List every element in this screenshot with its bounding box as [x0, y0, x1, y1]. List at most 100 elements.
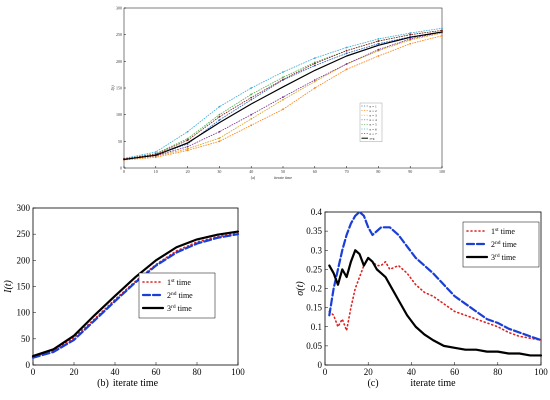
- legend-entry: avg: [370, 137, 375, 141]
- series-point: [313, 80, 316, 83]
- legend-box: [359, 102, 383, 142]
- series-point: [218, 137, 221, 140]
- legend-entry: n = 4: [370, 118, 377, 122]
- legend-entry: n = 2: [370, 109, 377, 113]
- series-point: [186, 130, 189, 133]
- series-point: [186, 145, 189, 148]
- y-tick-label: 300: [116, 6, 122, 11]
- x-tick-label: 40: [407, 367, 417, 377]
- x-tick-label: 80: [493, 367, 503, 377]
- legend-entry: 3rd time: [167, 304, 192, 313]
- y-tick-label: 50: [21, 334, 31, 344]
- chart-panel-b: 0 20 40 60 80 100 0 50 100 150 200 250 300 iterate ti…: [3, 203, 245, 389]
- series-point: [282, 71, 284, 73]
- series-point: [282, 108, 284, 111]
- y-tick-label: 0: [318, 360, 323, 370]
- series-point: [218, 115, 221, 118]
- x-axis-label: iterate time: [410, 378, 456, 389]
- series-point: [377, 38, 380, 40]
- x-tick-label: 0: [323, 367, 328, 377]
- y-tick-label: 50: [118, 139, 122, 144]
- series-point: [441, 27, 443, 30]
- x-tick-label: 0: [31, 367, 36, 377]
- legend-entry: n = 6: [370, 127, 377, 131]
- x-tick-label: 80: [193, 367, 203, 377]
- series-point: [313, 64, 316, 67]
- series-point: [186, 147, 189, 150]
- x-tick-label: 20: [186, 169, 190, 174]
- series-point: [409, 38, 412, 40]
- x-tick-label: 100: [534, 367, 548, 377]
- series-line: [123, 31, 443, 160]
- x-tick-label: 50: [281, 169, 285, 174]
- series-point: [218, 113, 221, 116]
- y-tick-label: 0.2: [311, 284, 322, 294]
- y-tick-label: 250: [116, 32, 122, 37]
- series-point: [186, 137, 189, 140]
- y-tick-label: 100: [17, 308, 31, 318]
- series-point: [345, 49, 348, 52]
- series-point: [282, 98, 284, 101]
- y-tick-label: 0.3: [311, 245, 323, 255]
- series-point: [282, 96, 284, 98]
- series-point: [441, 34, 443, 37]
- panel-label: (c): [367, 378, 378, 389]
- series-point: [218, 130, 221, 133]
- series-point: [282, 76, 284, 79]
- x-tick-label: 30: [217, 169, 221, 174]
- y-axis-label: σ(t): [295, 281, 306, 296]
- legend-box: [462, 221, 540, 268]
- series-point: [313, 87, 316, 89]
- series-point: [377, 48, 380, 51]
- x-tick-label: 40: [249, 169, 253, 174]
- x-tick-label: 100: [231, 367, 245, 377]
- series-point: [409, 33, 412, 36]
- legend-entry: n = 3: [370, 114, 377, 118]
- x-axis-label: iterate time: [113, 378, 159, 389]
- x-tick-label: 40: [111, 367, 121, 377]
- series-point: [250, 96, 253, 99]
- panel-label: (a): [251, 175, 256, 180]
- y-tick-label: 0.25: [306, 264, 322, 274]
- series-point: [313, 62, 316, 65]
- series-point: [282, 78, 284, 81]
- y-tick-label: 200: [17, 255, 31, 265]
- legend-box: [138, 272, 216, 319]
- y-axis-label: I(t): [110, 85, 115, 92]
- x-tick-label: 0: [123, 169, 125, 174]
- series-line: [123, 30, 443, 160]
- y-axis-label: I(t): [3, 279, 14, 293]
- series-point: [377, 55, 380, 57]
- series-point: [377, 42, 380, 45]
- y-tick-label: 0: [26, 360, 31, 370]
- series-line: [123, 31, 443, 160]
- series-point: [345, 46, 348, 49]
- y-tick-label: 0.05: [306, 341, 322, 351]
- series-point: [250, 124, 253, 127]
- chart-panel-c: 0 20 40 60 80 100 0 0.05 0.1 0.15 0.2 0.25 0.3 0.35 0.…: [295, 207, 548, 389]
- series-line: [123, 30, 443, 160]
- series-line: [123, 31, 443, 161]
- legend-entry: 1st time: [167, 278, 191, 287]
- y-tick-label: 0: [120, 166, 122, 171]
- y-tick-label: 0.35: [306, 226, 322, 236]
- series-line: [31, 233, 240, 359]
- legend-entry: 1st time: [491, 227, 515, 236]
- x-axis-label: iterate time: [274, 175, 292, 180]
- legend-entry: 2nd time: [167, 291, 193, 300]
- series-point: [250, 118, 253, 120]
- y-tick-label: 0.4: [311, 207, 323, 217]
- x-tick-label: 60: [313, 169, 317, 174]
- series-point: [218, 119, 221, 121]
- series-point: [377, 40, 380, 42]
- x-tick-label: 60: [152, 367, 162, 377]
- x-tick-label: 100: [439, 169, 445, 174]
- y-tick-label: 250: [17, 229, 31, 239]
- series-point: [250, 87, 253, 89]
- x-tick-label: 90: [408, 169, 412, 174]
- series-point: [186, 149, 189, 152]
- series-line: [328, 249, 543, 357]
- x-tick-label: 80: [376, 169, 380, 174]
- series-point: [250, 113, 253, 116]
- series-point: [409, 32, 412, 34]
